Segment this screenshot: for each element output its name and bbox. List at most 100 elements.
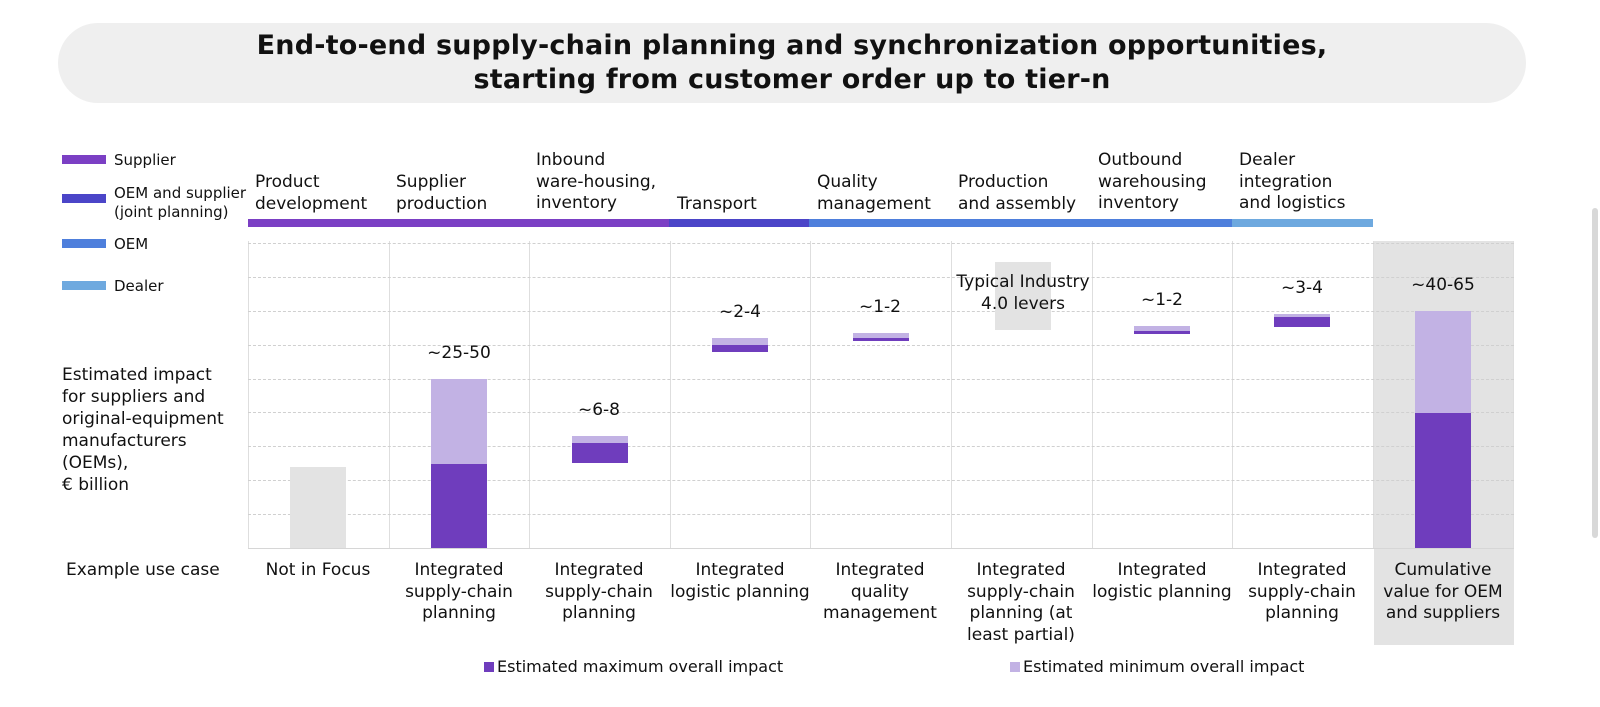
stage-label-inbound-warehousing: Inbound ware-housing, inventory [536,150,657,213]
use-case-line: Integrated [835,560,925,580]
gridline [248,311,1514,312]
typical-industry-levers-label: Typical Industry 4.0 levers [956,272,1090,314]
y-axis-description: Estimated impact for suppliers and origi… [62,364,224,496]
bar-estimated-minimum-overall-impact-2 [572,436,628,443]
use-case-line: planning [1265,603,1339,623]
use-case-label: Not in Focus [248,560,388,582]
legend-label: OEM and supplier [114,184,247,202]
value-label: ~25-50 [427,343,491,363]
bar-estimated-minimum-overall-impact-8 [1415,311,1471,413]
y-desc-line: (OEMs), [62,453,129,473]
use-case-line: planning [422,603,496,623]
use-case-line: logistic planning [1092,581,1232,602]
stage-label-transport: Transport [677,194,757,214]
use-case-label: Integrated supply-chain planning [1232,560,1372,625]
use-case-line: Integrated [695,560,785,580]
bar-estimated-maximum-overall-impact-2 [572,443,628,463]
column-separator [810,241,811,548]
bar-estimated-minimum-overall-impact-4 [853,333,909,338]
column-separator [1232,241,1233,548]
owner-bar-joint [669,219,809,227]
column-separator [1513,241,1514,548]
legend-swatch-oem [62,239,106,248]
use-case-line: Not in Focus [265,560,371,580]
owner-bar-oem [809,219,1232,227]
legend-label: Supplier [114,151,176,169]
value-label: ~2-4 [718,302,761,322]
baseline [248,548,1514,549]
use-case-line: Integrated [1117,560,1207,580]
y-desc-line: manufacturers [62,431,187,451]
use-case-row-label: Example use case [66,560,220,580]
legend-swatch-supplier [62,155,106,164]
use-case-label: Integrated supply-chain planning [529,560,669,625]
bar-estimated-minimum-overall-impact-6 [1134,326,1190,331]
bar-estimated-maximum-overall-impact-6 [1134,331,1190,334]
use-case-line: and suppliers [1385,603,1501,623]
gridline [248,277,1514,278]
bar-estimated-minimum-overall-impact-7 [1274,314,1330,317]
vertical-scrollbar[interactable] [1592,208,1598,538]
owner-bar-dealer [1232,219,1373,227]
column-separator [951,241,952,548]
value-label: ~40-65 [1411,275,1475,295]
owner-bar-supplier [248,219,669,227]
legend-max-label: Estimated maximum overall impact [497,657,784,676]
stage-label-quality-management: Quality management [817,172,931,214]
gridline [248,514,1514,515]
bar-estimated-minimum-overall-impact-1 [431,379,487,464]
y-desc-line: for suppliers and [62,387,206,407]
stage-label-outbound-warehousing: Outbound warehousing inventory [1098,150,1207,213]
use-case-line: Integrated [976,560,1066,580]
y-desc-line: original-equipment [62,409,224,429]
use-case-label: Integrated quality management [810,560,950,625]
column-separator [1373,241,1374,548]
use-case-line: planning (at [969,603,1073,623]
use-case-line: management [823,603,937,623]
column-separator [670,241,671,548]
use-case-line: supply-chain [545,581,653,602]
use-case-label: Integrated supply-chain planning (at least … [951,560,1091,646]
use-case-line: supply-chain [405,581,513,602]
gridline [248,379,1514,380]
use-case-line: supply-chain [967,581,1075,602]
bar-estimated-maximum-overall-impact-1 [431,463,487,548]
gridline [248,412,1514,413]
use-case-line: least partial) [967,624,1075,645]
chart-title: End-to-end supply-chain planning and syn… [58,23,1526,103]
stage-label-production-assembly: Production and assembly [958,172,1077,214]
legend-min-impact: Estimated minimum overall impact [1010,657,1304,676]
use-case-line: logistic planning [670,581,810,602]
y-desc-line: € billion [62,475,130,495]
legend-label: Dealer [114,277,164,295]
column-separator [248,241,249,548]
value-label: ~1-2 [858,297,901,317]
bar-not-in-focus-0 [290,467,346,548]
gridline [248,243,1514,244]
legend-swatch-dealer [62,281,106,290]
typical-industry-levers-box [995,262,1051,330]
use-case-line: Cumulative [1394,560,1492,580]
column-separator [1092,241,1093,548]
stage-label-supplier-production: Supplier production [396,172,488,214]
bar-estimated-maximum-overall-impact-7 [1274,317,1330,327]
use-case-label: Integrated logistic planning [1092,560,1232,603]
column-separator [389,241,390,548]
legend-max-impact: Estimated maximum overall impact [484,657,783,676]
title-line-1: End-to-end supply-chain planning and syn… [256,30,1328,61]
value-label: ~1-2 [1140,290,1183,310]
use-case-line: supply-chain [1248,581,1356,602]
legend-label: (joint planning) [114,203,229,221]
value-label: ~3-4 [1280,278,1323,298]
use-case-label: Integrated supply-chain planning [389,560,529,625]
column-separator [529,241,530,548]
bar-estimated-maximum-overall-impact-3 [712,345,768,352]
title-line-2: starting from customer order up to tier-… [473,64,1111,95]
stage-label-product-development: Product development [255,172,368,214]
use-case-label: Integrated logistic planning [670,560,810,603]
legend-min-label: Estimated minimum overall impact [1023,657,1305,676]
value-label: ~6-8 [577,400,620,420]
stage-label-dealer-integration: Dealer integration and logistics [1239,150,1346,213]
legend-label: OEM [114,235,149,253]
use-case-line: planning [562,603,636,623]
